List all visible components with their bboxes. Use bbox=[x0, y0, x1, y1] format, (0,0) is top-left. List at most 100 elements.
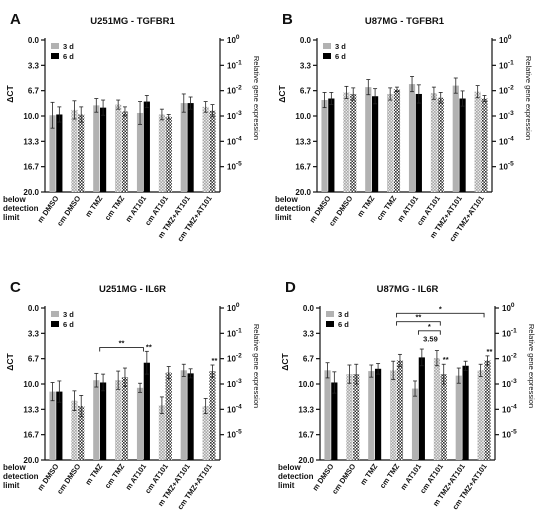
bar bbox=[78, 114, 85, 192]
category-label: m TMZ bbox=[355, 194, 376, 219]
y-tick-label: 0.0 bbox=[303, 304, 315, 313]
below-detection-label: below bbox=[275, 195, 298, 204]
panel-letter: D bbox=[285, 279, 296, 296]
bar bbox=[418, 357, 425, 460]
bar bbox=[371, 96, 379, 192]
y-tick-label: 13.3 bbox=[298, 405, 314, 414]
legend-label: 3 d bbox=[335, 42, 346, 51]
legend-swatch bbox=[323, 43, 331, 49]
bar bbox=[415, 93, 422, 192]
significance-bracket bbox=[417, 330, 441, 335]
y2-tick-label: 100 bbox=[502, 302, 515, 313]
y-tick-label: 3.3 bbox=[300, 61, 312, 70]
y2-tick-label: 10-4 bbox=[502, 403, 517, 414]
legend-swatch bbox=[51, 53, 59, 59]
y-tick-label: 10.0 bbox=[298, 380, 314, 389]
y-tick-label: 6.7 bbox=[28, 87, 40, 96]
significance-star: ** bbox=[487, 347, 493, 356]
bar bbox=[187, 373, 194, 460]
bar bbox=[430, 93, 438, 192]
bar bbox=[459, 98, 466, 192]
y-tick-label: 0.0 bbox=[28, 36, 40, 45]
bar bbox=[143, 101, 150, 192]
significance-label: ** bbox=[119, 339, 125, 348]
y-tick-label: 16.7 bbox=[295, 163, 311, 172]
panel-letter: A bbox=[10, 11, 21, 28]
bar bbox=[396, 360, 404, 460]
below-detection-label: detection bbox=[275, 204, 311, 213]
bar bbox=[71, 400, 78, 460]
y2-tick-label: 10-4 bbox=[227, 135, 242, 146]
bar bbox=[328, 98, 335, 192]
legend-swatch bbox=[326, 311, 334, 317]
legend-label: 3 d bbox=[63, 310, 74, 319]
y-axis-label: ΔCT bbox=[277, 84, 287, 102]
y-tick-label: 20.0 bbox=[295, 188, 311, 197]
y2-tick-label: 10-5 bbox=[499, 161, 514, 172]
y-axis-label: ΔCT bbox=[280, 352, 290, 370]
legend-label: 6 d bbox=[338, 320, 349, 329]
panel-letter: B bbox=[282, 11, 293, 28]
y-tick-label: 0.0 bbox=[28, 304, 40, 313]
y-tick-label: 13.3 bbox=[23, 137, 39, 146]
below-detection-label: detection bbox=[3, 204, 39, 213]
below-detection-label: limit bbox=[3, 213, 20, 222]
y-tick-label: 0.0 bbox=[300, 36, 312, 45]
legend-swatch bbox=[51, 311, 59, 317]
bar bbox=[158, 114, 166, 192]
below-detection-label: limit bbox=[278, 481, 295, 490]
bar bbox=[350, 93, 357, 192]
panel-title: U251MG - IL6R bbox=[99, 284, 166, 295]
bar bbox=[115, 104, 122, 192]
significance-star: ** bbox=[443, 355, 449, 364]
panel-title: U251MG - TGFBR1 bbox=[90, 16, 175, 27]
y2-tick-label: 10-1 bbox=[227, 327, 242, 338]
y-tick-label: 16.7 bbox=[23, 163, 39, 172]
legend-label: 6 d bbox=[335, 52, 346, 61]
y2-tick-label: 10-2 bbox=[227, 85, 242, 96]
y2-tick-label: 10-1 bbox=[502, 327, 517, 338]
bar bbox=[324, 370, 331, 460]
y2-tick-label: 10-2 bbox=[227, 353, 242, 364]
y-tick-label: 16.7 bbox=[298, 431, 314, 440]
bar bbox=[136, 112, 144, 192]
y-tick-label: 3.3 bbox=[28, 329, 40, 338]
category-label: m TMZ bbox=[83, 462, 104, 487]
bar bbox=[462, 365, 469, 460]
y-tick-label: 20.0 bbox=[23, 188, 39, 197]
significance-star: ** bbox=[146, 342, 152, 351]
bar bbox=[481, 98, 488, 192]
significance-bracket bbox=[396, 312, 485, 318]
bar bbox=[180, 103, 187, 192]
legend-label: 6 d bbox=[63, 52, 74, 61]
bar bbox=[408, 84, 416, 192]
bar bbox=[437, 97, 444, 192]
y2-axis-label: Relative gene expression bbox=[527, 324, 536, 408]
bar bbox=[78, 406, 85, 460]
y-tick-label: 13.3 bbox=[295, 137, 311, 146]
bar bbox=[321, 100, 328, 192]
bar bbox=[180, 370, 187, 460]
bar bbox=[71, 109, 78, 192]
y-tick-label: 16.7 bbox=[23, 431, 39, 440]
y2-tick-label: 100 bbox=[227, 302, 240, 313]
y-axis-label: ΔCT bbox=[5, 352, 15, 370]
legend-swatch bbox=[326, 321, 334, 327]
bar bbox=[374, 368, 382, 460]
bar bbox=[99, 107, 107, 192]
significance-bracket bbox=[99, 347, 144, 352]
bar bbox=[56, 391, 63, 460]
y2-tick-label: 10-4 bbox=[227, 403, 242, 414]
below-detection-label: below bbox=[278, 463, 301, 472]
bar bbox=[474, 91, 481, 192]
legend-swatch bbox=[51, 43, 59, 49]
y2-axis-label: Relative gene expression bbox=[252, 56, 261, 140]
bar bbox=[187, 103, 194, 192]
below-detection-label: below bbox=[3, 195, 26, 204]
y2-tick-label: 100 bbox=[227, 34, 240, 45]
bar bbox=[165, 116, 172, 192]
bar bbox=[343, 92, 350, 192]
y2-tick-label: 10-3 bbox=[227, 110, 242, 121]
significance-label: ** bbox=[416, 313, 422, 322]
bar bbox=[121, 111, 129, 192]
